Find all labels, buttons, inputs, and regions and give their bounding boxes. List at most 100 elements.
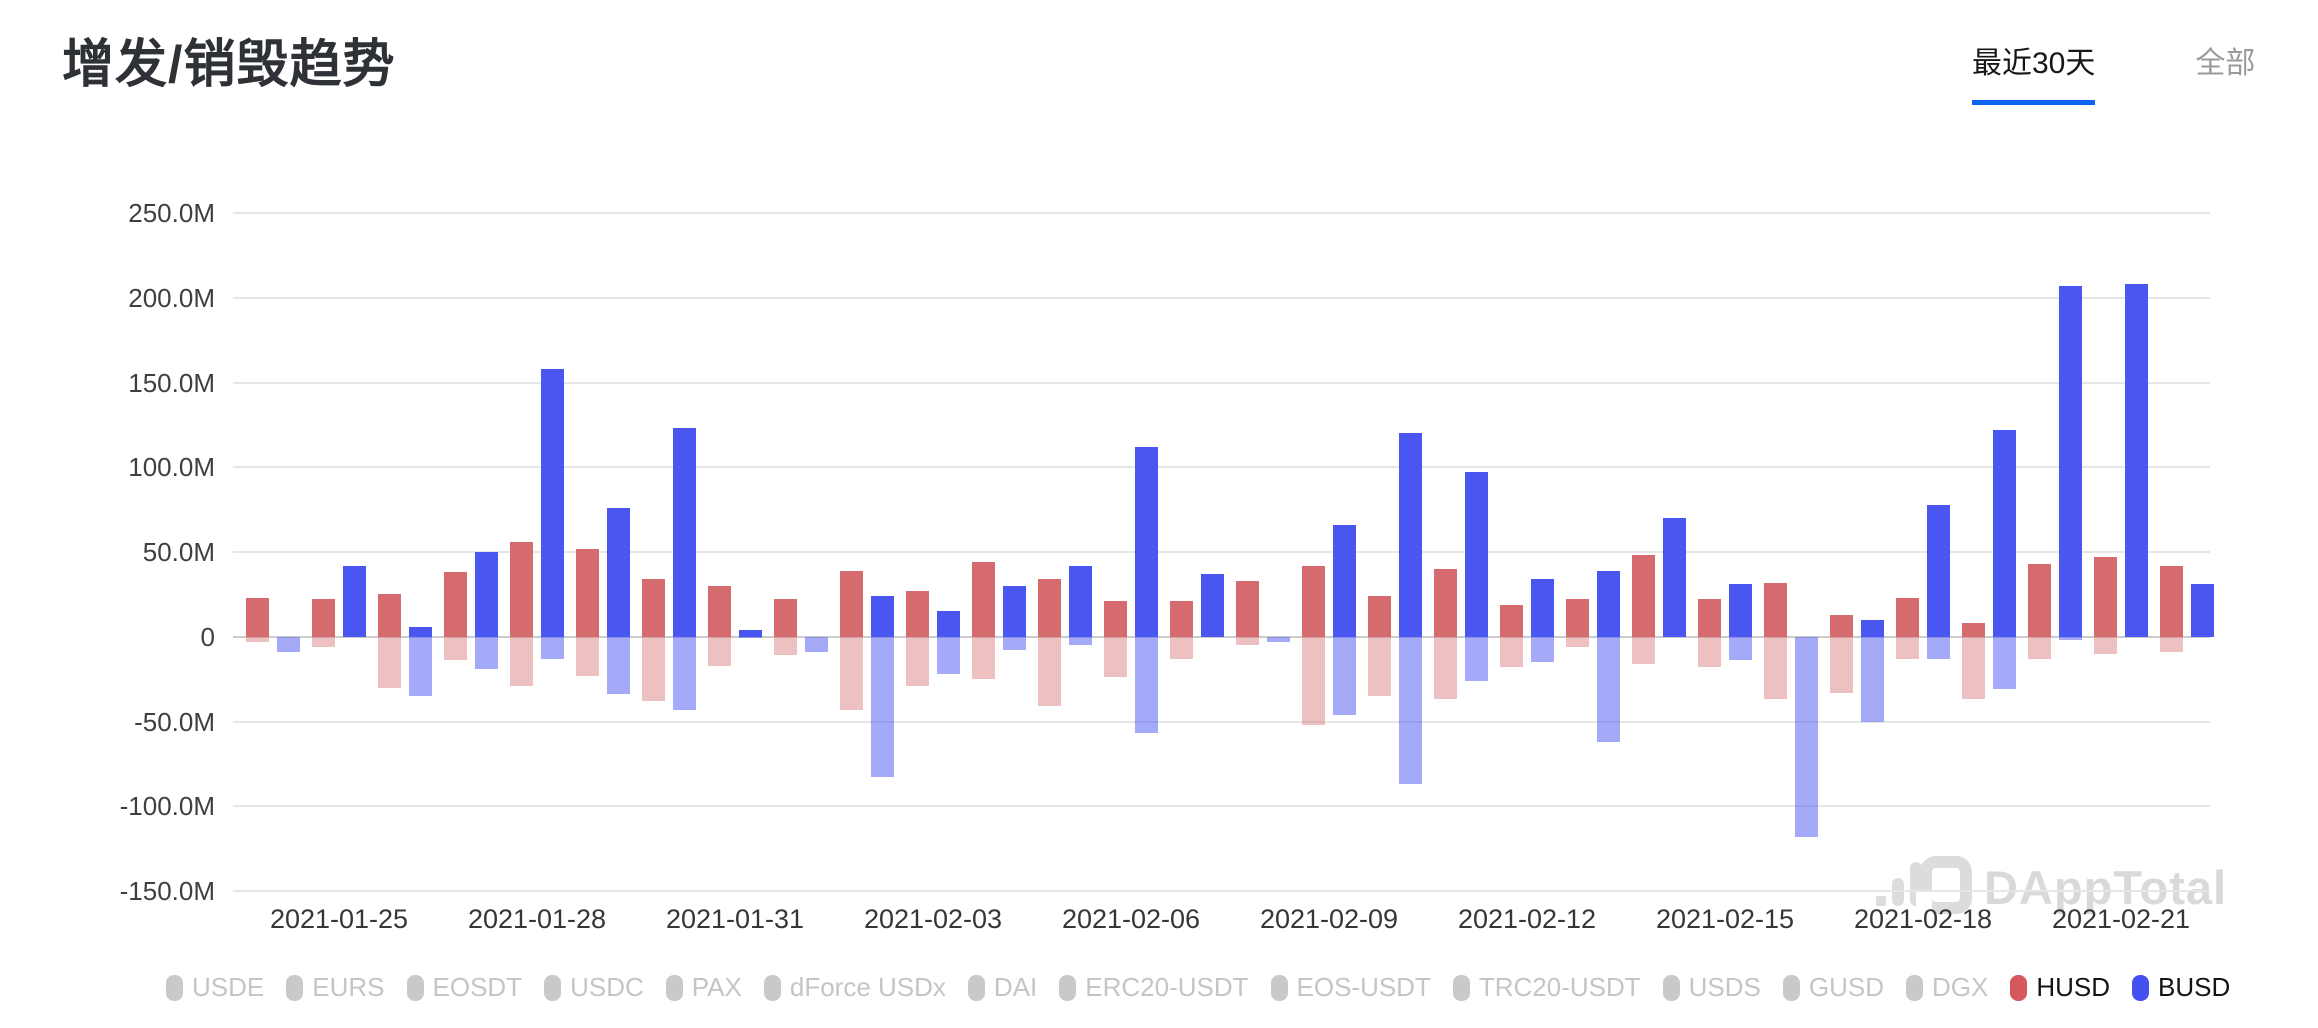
y-axis-label: 0 [200, 621, 215, 652]
bar-husd-issued-2021-02-22 [2160, 565, 2183, 637]
bar-husd-issued-2021-02-15 [1698, 599, 1721, 637]
bar-husd-burned-2021-01-29 [576, 636, 599, 676]
legend-marker-icon [1452, 974, 1470, 1001]
gridline [233, 212, 2210, 214]
bar-husd-burned-2021-01-30 [642, 636, 665, 702]
tab-all[interactable]: 全部 [2195, 47, 2256, 80]
chart-legend: USDE EURS EOSDT USDC PAX dForce USDx DAI ERC20-… [166, 972, 2230, 1003]
bar-husd-issued-2021-02-10 [1368, 596, 1391, 637]
bar-husd-burned-2021-02-15 [1698, 636, 1721, 668]
bar-busd-issued-2021-02-04 [1003, 585, 1026, 637]
bar-husd-burned-2021-02-12 [1500, 636, 1523, 668]
bar-husd-burned-2021-02-10 [1368, 636, 1391, 697]
bar-husd-burned-2021-02-01 [774, 636, 797, 656]
legend-label: dForce USDx [789, 972, 946, 1002]
bar-busd-burned-2021-02-20 [2059, 636, 2082, 641]
legend-item-usdc[interactable]: USDC [544, 972, 644, 1003]
bar-husd-burned-2021-02-17 [1830, 636, 1853, 693]
bar-husd-issued-2021-02-06 [1104, 601, 1127, 637]
bar-husd-burned-2021-01-25 [312, 636, 335, 647]
legend-item-dgx[interactable]: DGX [1906, 972, 1988, 1003]
bar-husd-issued-2021-02-12 [1500, 604, 1523, 637]
bar-busd-burned-2021-02-03 [937, 636, 960, 675]
bar-busd-burned-2021-02-12 [1531, 636, 1554, 663]
bar-husd-issued-2021-02-02 [840, 570, 863, 637]
bar-busd-issued-2021-02-17 [1861, 619, 1884, 637]
legend-item-eos-usdt[interactable]: EOS-USDT [1270, 972, 1431, 1003]
bar-husd-burned-2021-02-05 [1038, 636, 1061, 707]
gridline [233, 466, 2210, 469]
bar-husd-issued-2021-02-21 [2094, 557, 2117, 637]
bar-husd-issued-2021-02-05 [1038, 579, 1061, 637]
legend-label: ERC20-USDT [1085, 972, 1249, 1002]
bar-busd-burned-2021-02-13 [1597, 636, 1620, 742]
bar-busd-burned-2021-02-04 [1003, 636, 1026, 651]
y-axis-label: 50.0M [142, 537, 215, 567]
legend-label: PAX [691, 972, 742, 1002]
bar-busd-issued-2021-01-25 [343, 565, 366, 637]
bar-busd-burned-2021-02-02 [871, 636, 894, 778]
legend-item-dai[interactable]: DAI [967, 972, 1037, 1003]
bar-husd-issued-2021-02-09 [1302, 565, 1325, 637]
legend-marker-icon [665, 974, 683, 1001]
legend-item-usde[interactable]: USDE [166, 972, 264, 1003]
bar-busd-issued-2021-01-30 [673, 428, 696, 637]
legend-marker-icon [1906, 974, 1924, 1001]
bar-husd-burned-2021-02-09 [1302, 636, 1325, 725]
tab-last-30-days[interactable]: 最近30天 [1972, 46, 2096, 105]
legend-label: BUSD [2158, 972, 2231, 1002]
x-axis-label: 2021-02-18 [1853, 904, 1993, 934]
x-axis-label: 2021-02-06 [1061, 904, 1201, 934]
bar-busd-issued-2021-02-13 [1597, 570, 1620, 637]
bar-husd-burned-2021-02-21 [2094, 636, 2117, 654]
bar-husd-issued-2021-02-19 [1962, 623, 1985, 637]
legend-item-dforce-usdx[interactable]: dForce USDx [763, 972, 946, 1003]
legend-label: EOS-USDT [1296, 972, 1431, 1002]
bar-husd-issued-2021-01-28 [510, 541, 533, 637]
legend-item-trc20-usdt[interactable]: TRC20-USDT [1452, 972, 1641, 1003]
bar-husd-burned-2021-02-07 [1170, 636, 1193, 659]
bar-busd-burned-2021-02-18 [1927, 636, 1950, 659]
bar-husd-issued-2021-02-08 [1236, 580, 1259, 637]
legend-item-busd[interactable]: BUSD [2132, 972, 2230, 1003]
bar-busd-burned-2021-02-15 [1729, 636, 1752, 661]
bar-husd-burned-2021-02-16 [1764, 636, 1787, 700]
bar-busd-burned-2021-01-31 [739, 636, 762, 639]
y-axis-label: 200.0M [128, 282, 215, 313]
x-axis-label: 2021-01-31 [665, 904, 805, 934]
bar-busd-issued-2021-02-20 [2059, 285, 2082, 637]
bar-busd-burned-2021-02-06 [1135, 636, 1158, 734]
y-axis-label: 150.0M [128, 367, 215, 398]
legend-item-eosdt[interactable]: EOSDT [406, 972, 523, 1003]
bar-husd-issued-2021-01-31 [708, 585, 731, 637]
legend-marker-icon [544, 974, 562, 1001]
legend-item-usds[interactable]: USDS [1662, 972, 1761, 1003]
bar-husd-burned-2021-02-03 [906, 636, 929, 686]
bar-busd-burned-2021-01-28 [541, 636, 564, 659]
bar-busd-burned-2021-02-09 [1333, 636, 1356, 715]
bar-busd-issued-2021-02-19 [1993, 429, 2016, 637]
legend-item-erc20-usdt[interactable]: ERC20-USDT [1059, 972, 1249, 1003]
bar-busd-issued-2021-02-15 [1729, 584, 1752, 637]
bar-busd-issued-2021-02-21 [2125, 284, 2148, 637]
legend-label: EOSDT [432, 972, 523, 1002]
legend-item-pax[interactable]: PAX [665, 972, 742, 1003]
legend-item-gusd[interactable]: GUSD [1782, 972, 1884, 1003]
legend-item-eurs[interactable]: EURS [286, 972, 385, 1003]
bar-busd-burned-2021-01-26 [409, 636, 432, 697]
legend-item-husd[interactable]: HUSD [2010, 972, 2110, 1003]
legend-marker-icon [1270, 974, 1288, 1001]
bar-busd-burned-2021-02-08 [1267, 636, 1290, 642]
legend-label: EURS [312, 972, 385, 1002]
legend-marker-icon [2132, 974, 2150, 1001]
legend-marker-icon [763, 974, 781, 1001]
bar-busd-burned-2021-02-16 [1795, 636, 1818, 837]
legend-label: USDS [1688, 972, 1761, 1002]
legend-marker-icon [406, 974, 424, 1001]
bar-busd-burned-2021-01-30 [673, 636, 696, 710]
bar-husd-burned-2021-02-06 [1104, 636, 1127, 678]
watermark: DAppTotal [1876, 856, 2227, 914]
bar-husd-burned-2021-02-04 [972, 636, 995, 680]
gridline [233, 381, 2210, 384]
